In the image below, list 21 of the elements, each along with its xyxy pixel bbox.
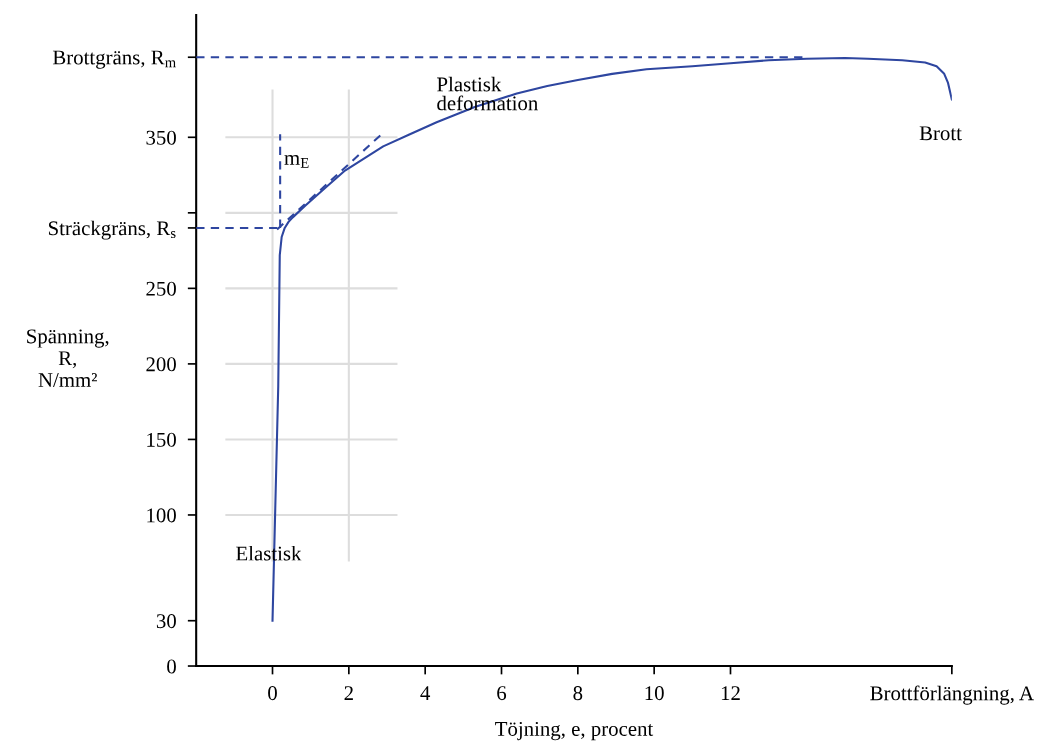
y-tick-label: 30 [156, 614, 176, 629]
x-tick-label: 12 [721, 686, 740, 700]
x-tick-label: 10 [645, 686, 664, 701]
x-tick-label: Brottförlängning, A [870, 685, 1034, 705]
x-tick-label: 0 [268, 686, 277, 701]
y-axis-title: Spänning, R, N/mm² [27, 329, 109, 388]
y-tick-label: 250 [146, 281, 176, 296]
x-tick-label: 2 [344, 686, 353, 700]
y-tick-label: 100 [147, 508, 176, 523]
y-tick-label: Brottgräns, R$_{m}$ [52, 50, 176, 69]
y-tick-label: 150 [147, 432, 176, 447]
y-tick-label: 350 [146, 130, 176, 145]
x-tick-label: 8 [573, 686, 583, 701]
x-tick-label: 6 [497, 686, 507, 701]
y-tick-label: 200 [146, 357, 176, 372]
y-tick-label: Sträckgräns, R$_{s}$ [48, 220, 176, 240]
x-axis-title: Töjning, e, procent [495, 721, 654, 741]
x-tick-label: 4 [420, 686, 431, 700]
annotation: m$_{E}$ [284, 154, 309, 168]
annotation: Brott [919, 126, 962, 141]
y-tick-label: 0 [167, 659, 176, 674]
